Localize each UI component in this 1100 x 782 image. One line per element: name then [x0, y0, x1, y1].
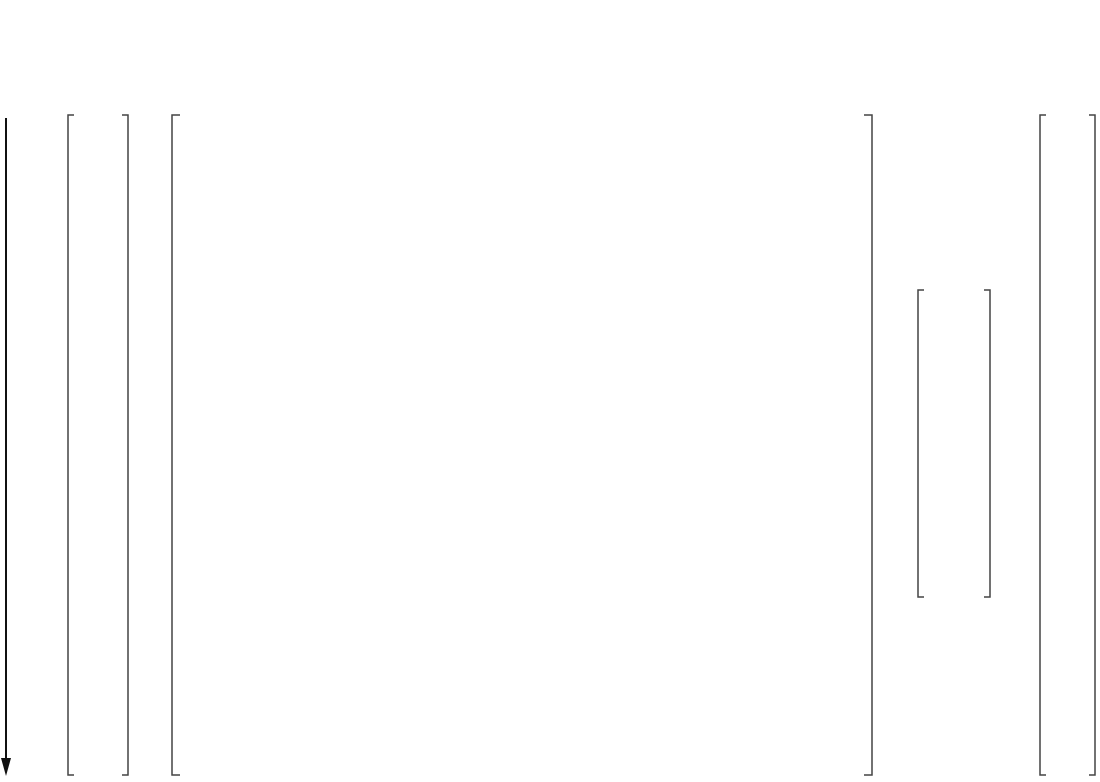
beta-bracket — [917, 289, 991, 598]
time-arrowhead — [1, 758, 11, 776]
error-bracket — [1039, 114, 1096, 776]
bold-bracket — [67, 114, 129, 776]
design-bracket — [171, 114, 873, 776]
